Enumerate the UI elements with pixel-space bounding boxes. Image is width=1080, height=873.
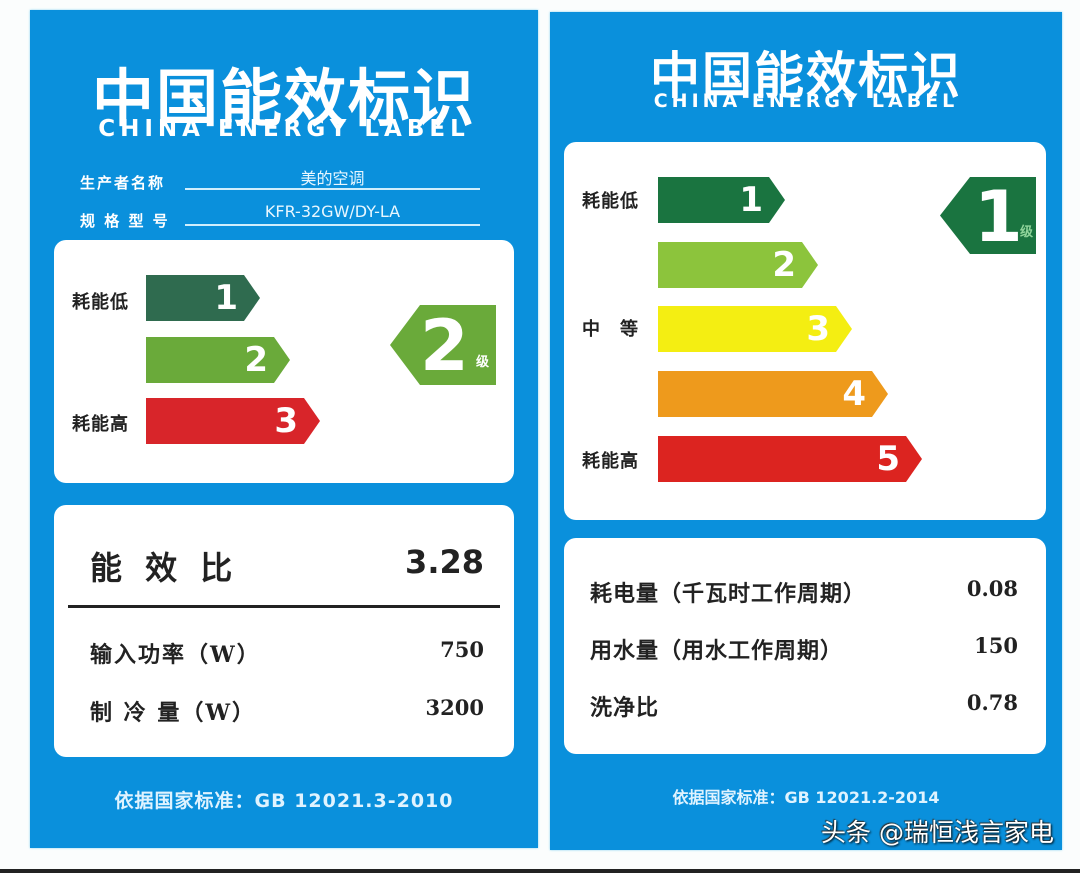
spec-row-value: 0.08 bbox=[966, 576, 1018, 601]
producer-value: 美的空调 bbox=[300, 169, 365, 188]
grade-bar-4: 4 bbox=[658, 371, 888, 417]
grade-bar-1: 1 bbox=[658, 177, 785, 223]
standard-footer: 依据国家标准：GB 12021.3-2010 bbox=[114, 790, 454, 812]
grade-bar-3: 3 bbox=[658, 306, 852, 352]
producer-underline bbox=[185, 188, 480, 190]
spec-row-value: 0.78 bbox=[966, 690, 1018, 715]
label-title-en: CHINA ENERGY LABEL bbox=[98, 116, 470, 142]
grade-scale-panel: 耗能低 耗能高 1 2 3 2 级 bbox=[54, 240, 514, 483]
grade-bar-1: 1 bbox=[146, 275, 260, 321]
spec-panel: 能 效 比 3.28 输入功率（W） 750 制 冷 量（W） 3200 bbox=[54, 505, 514, 757]
grade-bar-2: 2 bbox=[146, 337, 290, 383]
bottom-border bbox=[0, 869, 1080, 873]
label-title-cn: 中国能效标识 bbox=[91, 62, 476, 135]
label-title-cn: 中国能效标识 bbox=[650, 47, 962, 105]
producer-label: 生产者名称 bbox=[80, 174, 166, 192]
spec-row-label: 制 冷 量（W） bbox=[90, 700, 257, 726]
spec-panel: 耗电量（千瓦时工作周期） 0.08 用水量（用水工作周期） 150 洗净比 0.… bbox=[564, 538, 1046, 754]
model-underline bbox=[185, 224, 480, 226]
spec-row-value: 150 bbox=[974, 633, 1018, 658]
eer-label: 能 效 比 bbox=[90, 549, 239, 587]
grade-bar-5: 5 bbox=[658, 436, 922, 482]
eer-divider bbox=[68, 605, 500, 608]
grade-bar-3: 3 bbox=[146, 398, 320, 444]
high-consumption-label: 耗能高 bbox=[582, 451, 639, 472]
rating-badge: 1 级 bbox=[940, 177, 1036, 254]
rating-badge: 2 级 bbox=[390, 305, 496, 385]
low-consumption-label: 耗能低 bbox=[72, 292, 129, 313]
eer-value: 3.28 bbox=[405, 543, 484, 581]
spec-row-value: 750 bbox=[440, 637, 484, 662]
spec-row-label: 输入功率（W） bbox=[90, 642, 261, 668]
rating-suffix: 级 bbox=[1020, 225, 1034, 240]
spec-row-label: 用水量（用水工作周期） bbox=[590, 638, 844, 664]
spec-row-value: 3200 bbox=[425, 695, 484, 720]
energy-label-air-conditioner: 中国能效标识 CHINA ENERGY LABEL 生产者名称 美的空调 规 格… bbox=[30, 10, 538, 848]
grade-scale-panel: 耗能低 中 等 耗能高 1 2 3 4 5 1 级 bbox=[564, 142, 1046, 520]
rating-grade: 2 bbox=[420, 305, 469, 387]
low-consumption-label: 耗能低 bbox=[582, 191, 639, 212]
rating-suffix: 级 bbox=[476, 355, 490, 370]
rating-grade: 1 bbox=[974, 176, 1023, 258]
high-consumption-label: 耗能高 bbox=[72, 414, 129, 435]
spec-row-label: 耗电量（千瓦时工作周期） bbox=[590, 581, 867, 607]
mid-consumption-label: 中 等 bbox=[582, 319, 639, 340]
standard-footer: 依据国家标准：GB 12021.2-2014 bbox=[672, 788, 940, 807]
watermark-text: 头条 @瑞恒浅言家电 bbox=[821, 818, 1054, 847]
energy-label-dishwasher: 中国能效标识 CHINA ENERGY LABEL 耗能低 中 等 耗能高 1 … bbox=[550, 12, 1062, 850]
grade-bar-2: 2 bbox=[658, 242, 818, 288]
model-value: KFR-32GW/DY-LA bbox=[264, 202, 401, 221]
spec-row-label: 洗净比 bbox=[590, 695, 660, 721]
model-label: 规 格 型 号 bbox=[80, 212, 170, 230]
label-title-en: CHINA ENERGY LABEL bbox=[653, 90, 959, 112]
